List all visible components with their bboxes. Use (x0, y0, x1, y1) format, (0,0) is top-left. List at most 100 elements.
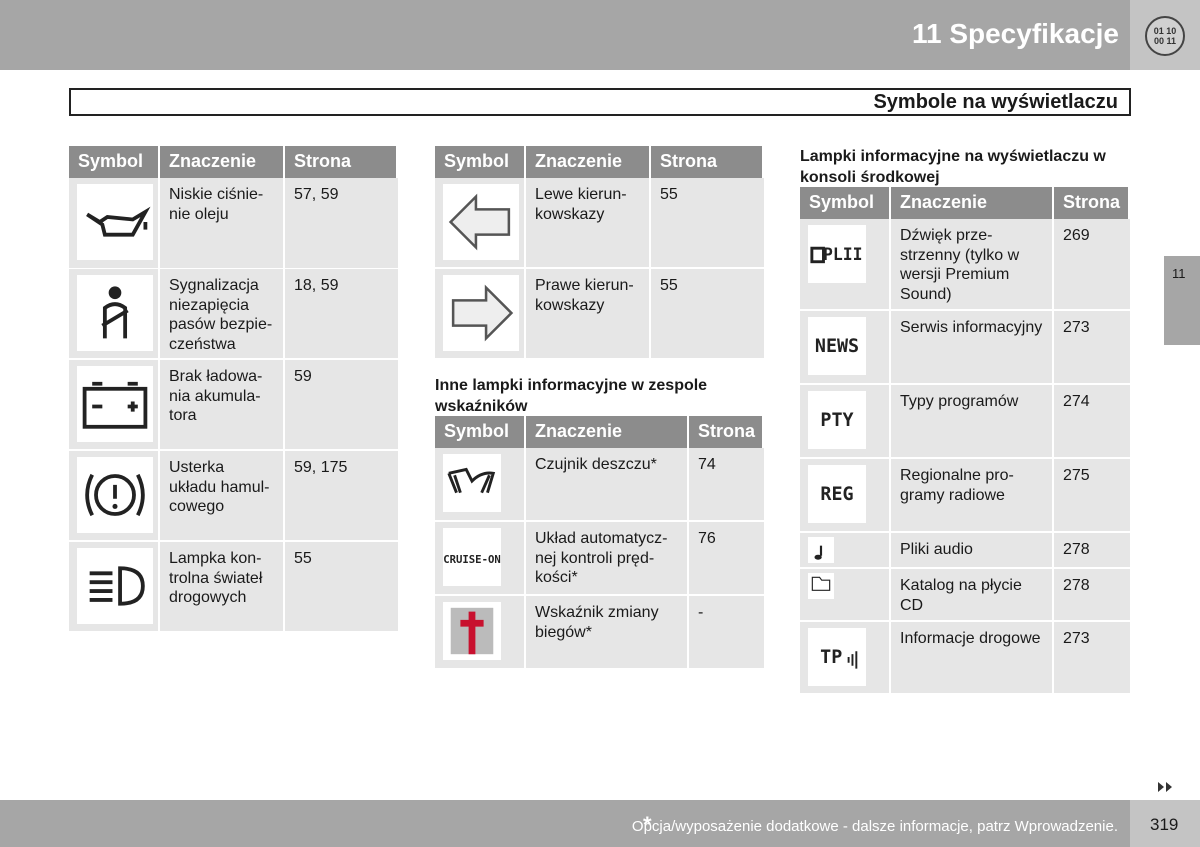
icon (89, 566, 145, 606)
icon-box (77, 457, 153, 533)
icon (450, 607, 494, 655)
table-header-cell: Znaczenie (160, 146, 283, 178)
side-tab (1164, 256, 1200, 345)
icon-text: NEWS (815, 336, 859, 357)
section-title: Symbole na wyświetlaczu (873, 91, 1118, 113)
icon: PTY (820, 410, 853, 431)
table-header-cell: Znaczenie (526, 146, 649, 178)
meaning-cell: Lampka kon- trolna świateł drogowych (160, 542, 283, 631)
footnote: Opcja/wyposażenie dodatkowe - dalsze inf… (631, 818, 1118, 835)
icon-box (808, 573, 834, 599)
page-number: 319 (1150, 815, 1179, 834)
meaning-cell: Lewe kierun- kowskazy (526, 178, 649, 267)
icon-shape (814, 554, 822, 560)
icon-shape (447, 467, 496, 494)
icon: PLII (810, 245, 863, 264)
icon-shape (94, 474, 136, 516)
page-cell: 275 (1054, 459, 1130, 531)
meaning-cell: Brak ładowa- nia akumula- tora (160, 360, 283, 449)
meaning-cell: Układ automatycz- nej kontroli pręd- koś… (526, 522, 687, 594)
icon-shape (811, 576, 831, 591)
icon-text: CRUISE-ON (443, 553, 501, 566)
icon-shape (101, 302, 129, 339)
icon-text: TP (820, 647, 842, 668)
icon-shape (847, 651, 858, 669)
page-cell: 278 (1054, 569, 1130, 620)
icon (82, 381, 148, 429)
icon-box (77, 184, 153, 260)
table-header-cell: Strona (1054, 187, 1128, 219)
icon-box (443, 184, 519, 260)
meaning-cell: Prawe kierun- kowskazy (526, 269, 649, 358)
table-header-cell: Symbol (69, 146, 158, 178)
next-arrows (1158, 782, 1172, 792)
icon: NEWS (815, 336, 859, 357)
icon (451, 284, 514, 342)
meaning-cell: Serwis informacyjny (891, 311, 1052, 383)
table-header-cell: Symbol (800, 187, 889, 219)
page-cell: 59, 175 (285, 451, 398, 540)
side-tab-label: 11 (1172, 266, 1186, 281)
icon-box: PTY (808, 391, 866, 449)
page-cell: 55 (651, 269, 764, 358)
icon-shape (460, 611, 484, 655)
page-cell: 269 (1054, 219, 1130, 309)
icon-text: PTY (820, 410, 853, 431)
page-cell: 57, 59 (285, 178, 398, 268)
badge-text: 01 10 (1154, 26, 1177, 36)
meaning-cell: Wskaźnik zmiany biegów* (526, 596, 687, 668)
icon-text: PLII (823, 245, 863, 264)
table-heading: Lampki informacyjne na wyświetlaczu w ko… (800, 146, 1106, 188)
icon-box: NEWS (808, 317, 866, 375)
icon-box (443, 602, 501, 660)
section-frame (69, 88, 1131, 116)
page-cell: 55 (285, 542, 398, 631)
table-header-cell: Strona (689, 416, 762, 448)
icon-shape (112, 503, 118, 509)
footer-page-area (1130, 800, 1200, 847)
icon-shape (86, 206, 151, 237)
page-cell: 18, 59 (285, 269, 398, 358)
footer-bar (0, 800, 1130, 847)
badge-text: 00 11 (1154, 36, 1176, 46)
table-header-cell: Symbol (435, 146, 524, 178)
table-heading: Inne lampki informacyjne w zespole wskaź… (435, 375, 707, 417)
icon (814, 545, 823, 560)
meaning-cell: Dźwięk prze- strzenny (tylko w wersji Pr… (891, 219, 1052, 309)
meaning-cell: Niskie ciśnie- nie oleju (160, 178, 283, 268)
page-cell: 273 (1054, 622, 1130, 693)
chapter-title: 11 Specyfikacje (911, 18, 1119, 49)
icon-box (443, 454, 501, 512)
meaning-cell: Sygnalizacja niezapięcia pasów bezpie- c… (160, 269, 283, 358)
meaning-cell: Usterka układu hamul- cowego (160, 451, 283, 540)
meaning-cell: Pliki audio (891, 533, 1052, 567)
icon-box (77, 366, 153, 442)
table-header-cell: Znaczenie (526, 416, 687, 448)
page-cell: 76 (689, 522, 764, 594)
icon-box: REG (808, 465, 866, 523)
arrow-shape (1158, 782, 1172, 792)
badge-circle (1145, 16, 1185, 56)
icon-shape (89, 566, 145, 606)
icon-box (77, 275, 153, 351)
icon-shape (108, 286, 122, 300)
icon: TP (820, 647, 858, 669)
icon-box (77, 548, 153, 624)
meaning-cell: Typy programów (891, 385, 1052, 457)
page-cell: 274 (1054, 385, 1130, 457)
icon (101, 286, 129, 339)
meaning-cell: Katalog na płycie CD (891, 569, 1052, 620)
header-bar (0, 0, 1130, 70)
icon-shape (92, 381, 138, 412)
page-cell: 59 (285, 360, 398, 449)
icon (448, 193, 511, 251)
page-cell: 74 (689, 448, 764, 520)
icon (447, 467, 496, 494)
icon-box (808, 537, 834, 563)
icon-box: CRUISE-ON (443, 528, 501, 586)
icon-box: TP (808, 628, 866, 686)
icon: CRUISE-ON (443, 553, 501, 566)
icon-box (443, 275, 519, 351)
icon: REG (820, 484, 853, 505)
